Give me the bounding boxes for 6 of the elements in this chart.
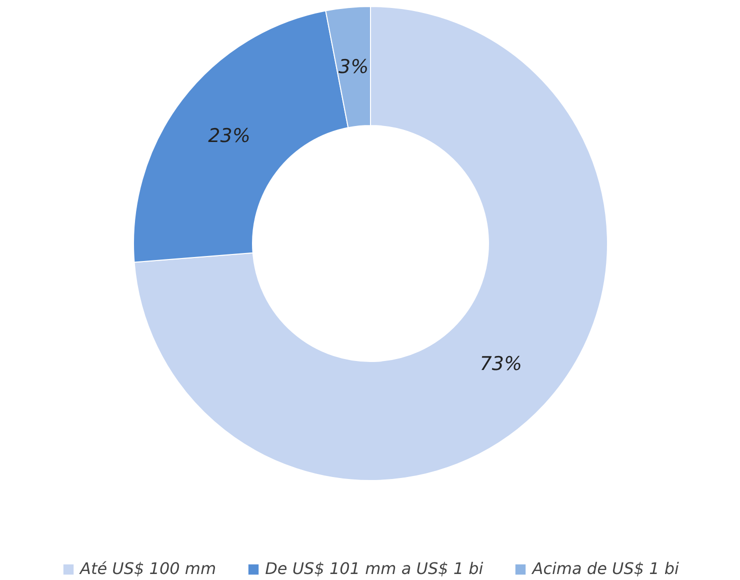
- legend-label: De US$ 101 mm a US$ 1 bi: [265, 559, 484, 578]
- data-label: 73%: [480, 352, 522, 375]
- legend-label: Acima de US$ 1 bi: [532, 559, 679, 578]
- legend-label: Até US$ 100 mm: [80, 559, 216, 578]
- data-label: 23%: [208, 125, 250, 148]
- data-label: 3%: [338, 56, 369, 78]
